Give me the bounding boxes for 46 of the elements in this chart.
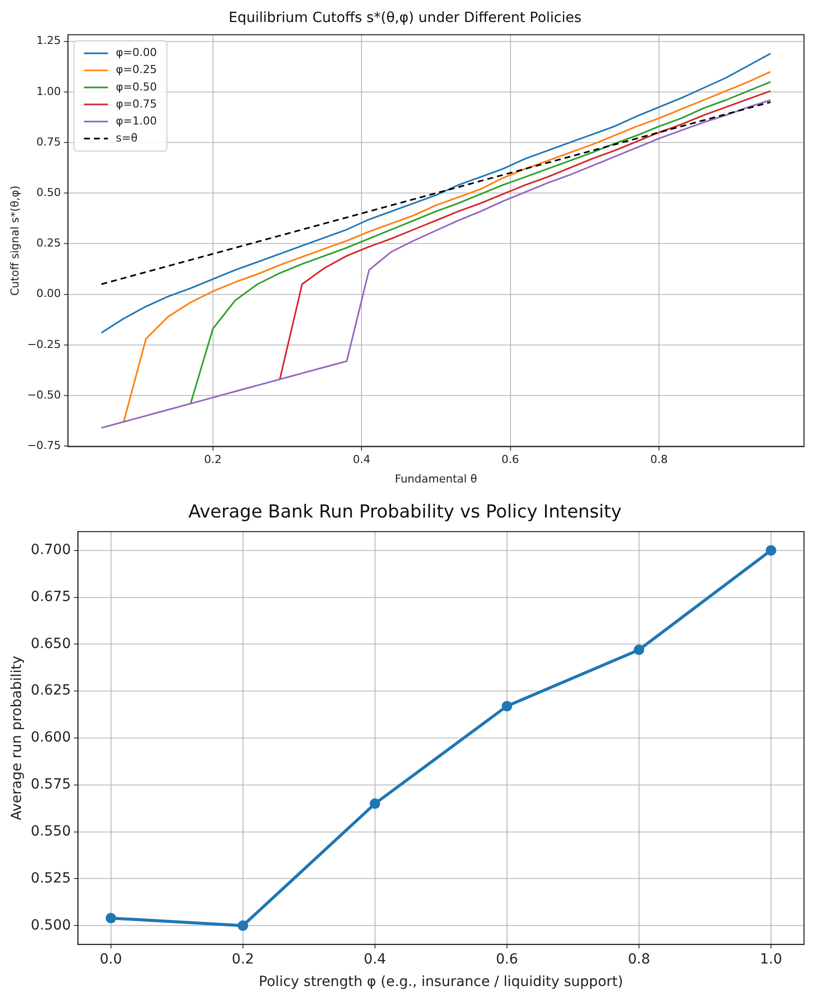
- chart-title: Average Bank Run Probability vs Policy Intensity: [188, 501, 622, 522]
- y-tick-label: 0.500: [30, 917, 71, 934]
- legend-label: φ=0.50: [116, 80, 157, 94]
- y-tick-label: 0.625: [30, 682, 71, 699]
- point: [634, 644, 644, 656]
- legend-label: φ=0.00: [116, 46, 157, 60]
- y-tick-label: 0.700: [30, 542, 71, 558]
- y-tick-label: 0.675: [30, 588, 71, 605]
- x-tick-label: 0.2: [232, 951, 254, 968]
- legend-label: φ=1.00: [116, 114, 157, 128]
- y-tick-label: −0.50: [27, 388, 61, 402]
- chart-title: Equilibrium Cutoffs s*(θ,φ) under Different Policies: [228, 10, 582, 26]
- y-tick-label: −0.75: [27, 438, 61, 452]
- y-tick-label: 0.00: [36, 287, 61, 300]
- y-axis-title: Cutoff signal s*(θ,φ): [8, 186, 22, 296]
- x-tick-label: 0.4: [352, 453, 370, 466]
- legend-label: φ=0.25: [116, 63, 157, 76]
- legend-label: s=θ: [116, 131, 138, 144]
- y-tick-label: 1.25: [36, 34, 61, 48]
- x-tick-label: 0.0: [100, 951, 122, 968]
- point: [238, 920, 248, 931]
- y-tick-label: 1.00: [36, 84, 61, 98]
- y-tick-label: 0.550: [30, 823, 71, 840]
- x-tick-label: 1.0: [760, 951, 782, 968]
- x-tick-label: 0.8: [628, 951, 650, 968]
- y-tick-label: 0.650: [30, 636, 71, 652]
- x-tick-label: 0.2: [204, 453, 222, 466]
- point: [106, 912, 116, 924]
- x-tick-label: 0.6: [502, 453, 520, 466]
- x-tick-label: 0.8: [650, 453, 668, 466]
- y-tick-label: 0.75: [36, 135, 61, 148]
- y-tick-label: −0.25: [27, 338, 61, 351]
- x-tick-label: 0.6: [496, 951, 518, 968]
- point: [766, 545, 776, 556]
- x-axis-title: Policy strength φ (e.g., insurance / liquidity support): [258, 974, 624, 990]
- y-tick-label: 0.600: [30, 730, 71, 746]
- x-axis-title: Fundamental θ: [394, 472, 478, 486]
- y-tick-label: 0.50: [36, 186, 61, 200]
- y-tick-label: 0.25: [36, 236, 61, 250]
- point: [370, 798, 380, 809]
- legend-label: φ=0.75: [116, 97, 157, 110]
- y-tick-label: 0.575: [30, 776, 71, 793]
- x-tick-label: 0.4: [364, 951, 386, 968]
- y-axis-title: Average run probability: [9, 656, 26, 820]
- y-tick-label: 0.525: [30, 870, 71, 886]
- point: [502, 700, 512, 712]
